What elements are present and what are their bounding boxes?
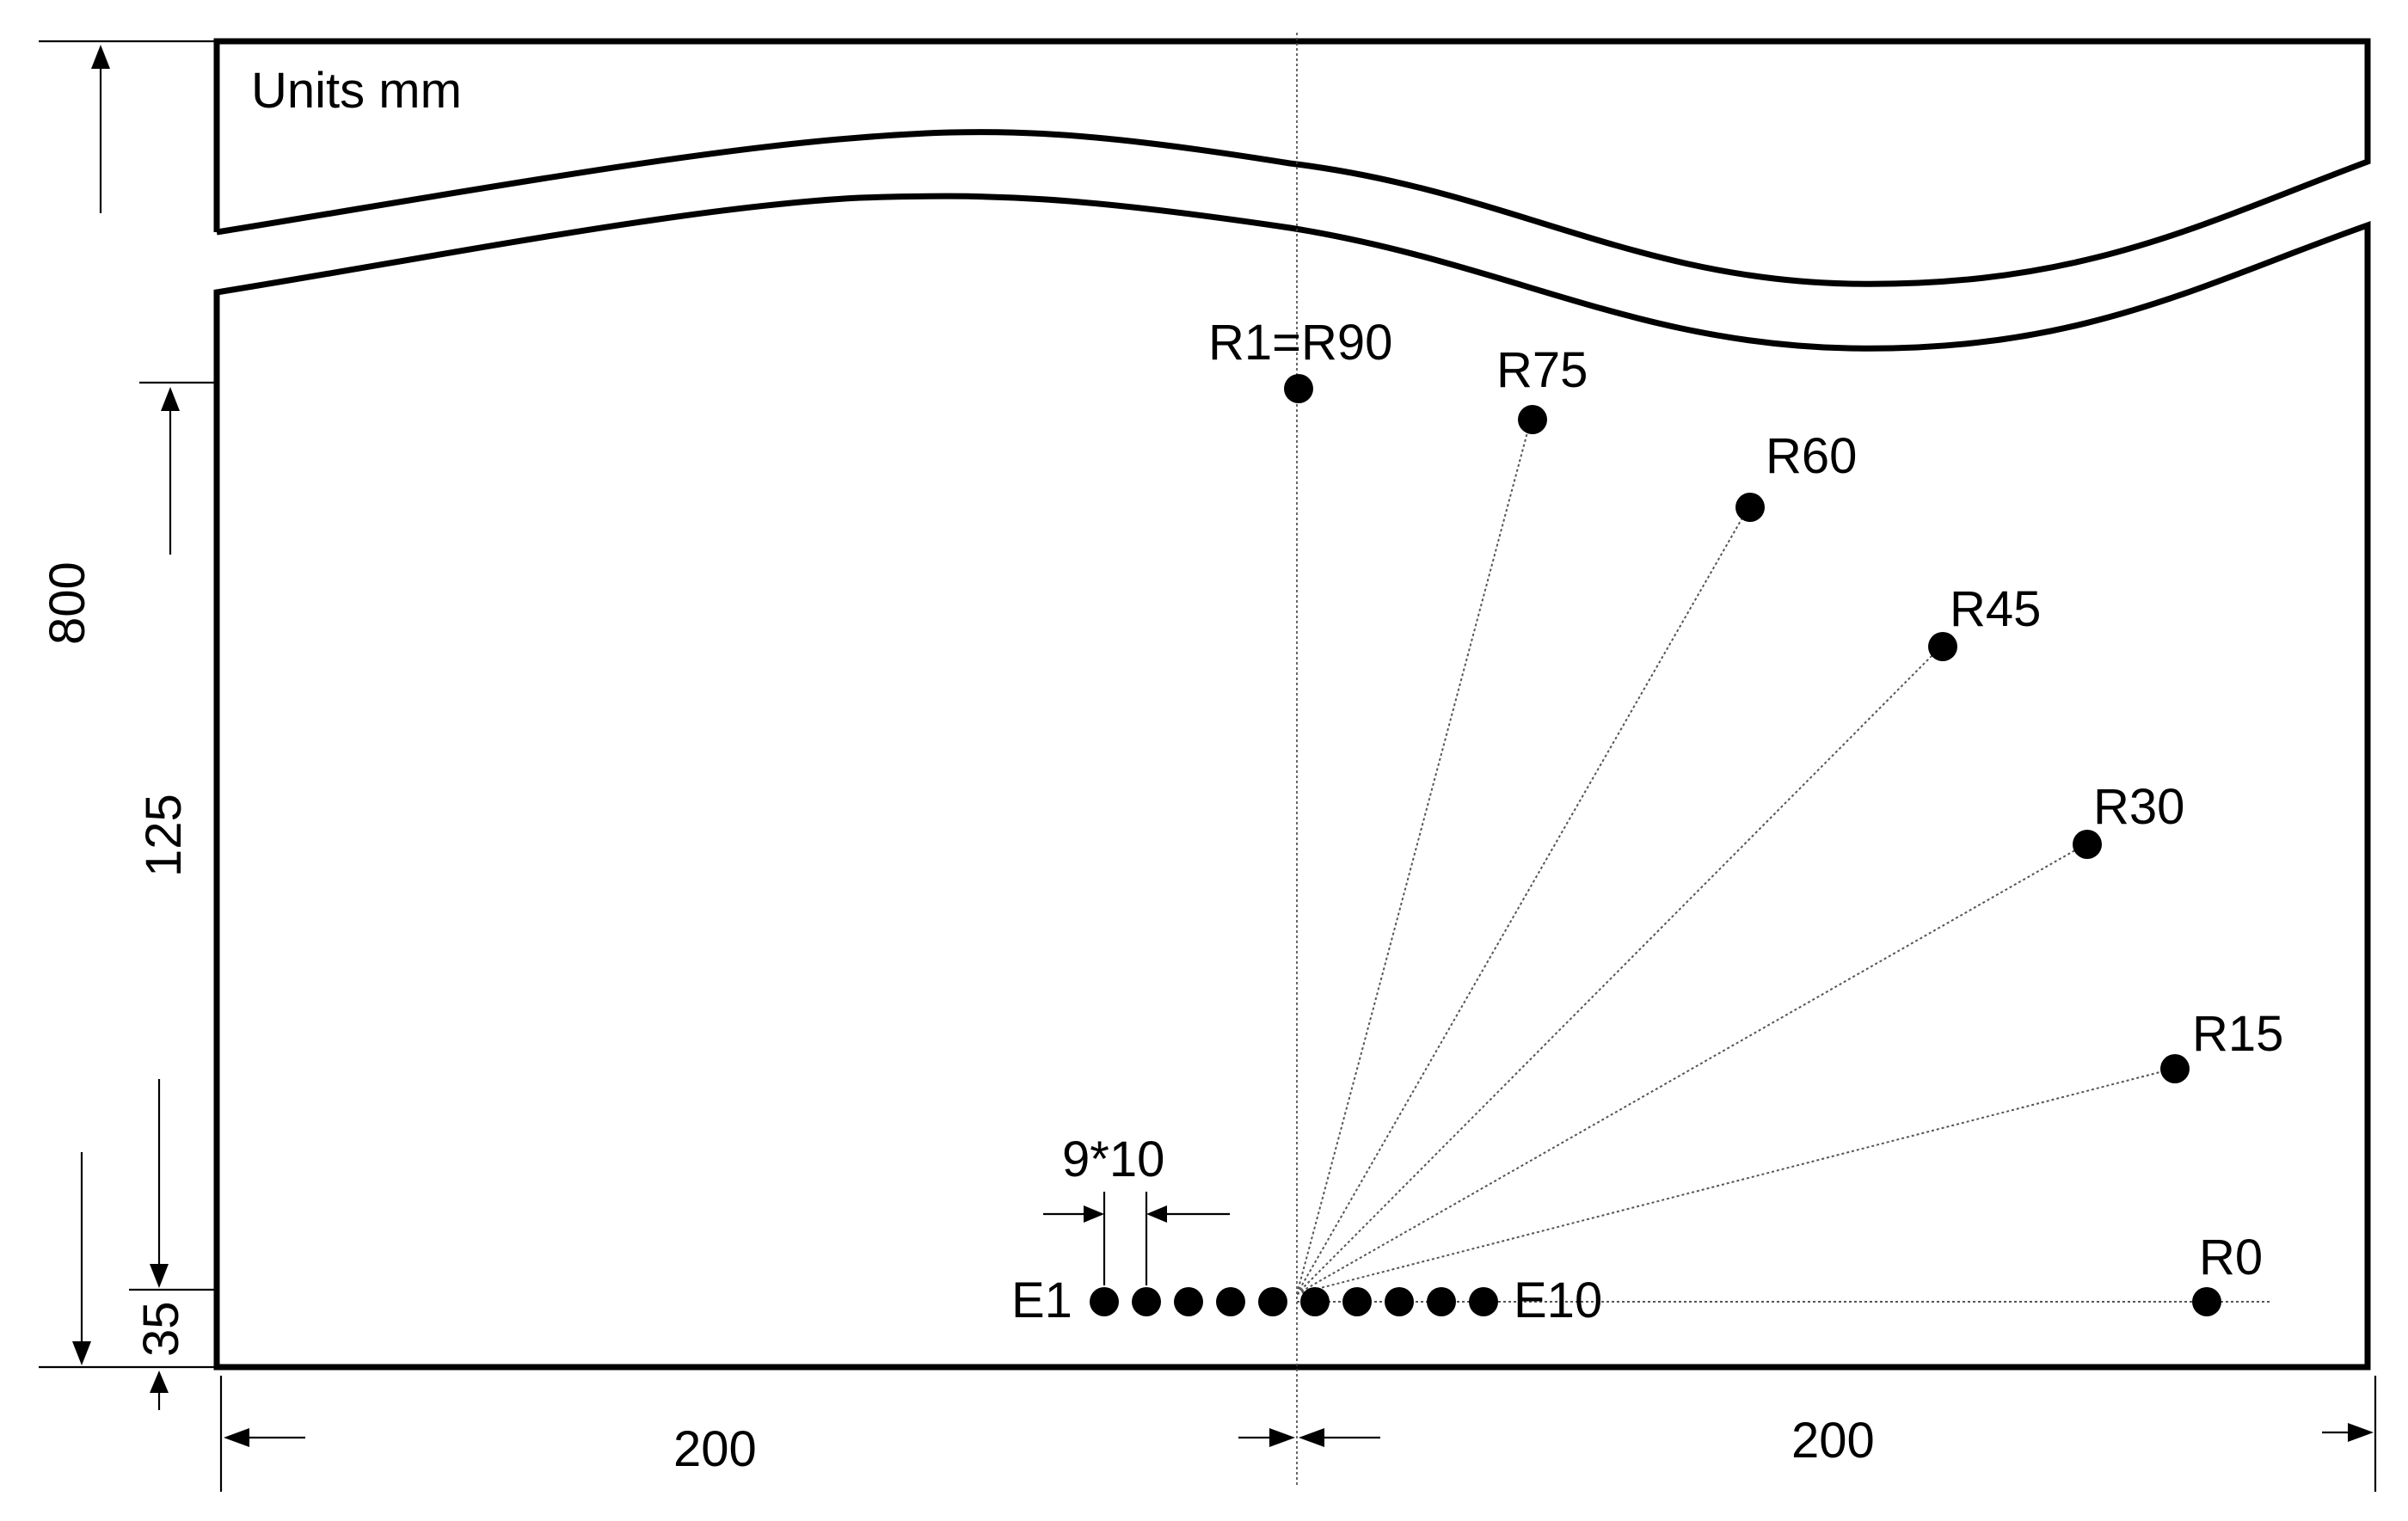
dim-800-arrowhead xyxy=(91,45,110,69)
label-e10: E10 xyxy=(1514,1273,1602,1328)
label-r0: R0 xyxy=(2199,1230,2263,1285)
dim-35-arrowhead xyxy=(150,1371,169,1393)
tank-top-section xyxy=(213,38,2371,287)
dim-800-label: 800 xyxy=(40,561,95,645)
label-r15: R15 xyxy=(2192,1006,2283,1062)
tank-bottom-section xyxy=(213,193,2371,1371)
dim-200-right-arrowhead xyxy=(2348,1423,2374,1442)
dim-center-left-arrowhead xyxy=(1269,1428,1295,1447)
receiver-r15 xyxy=(2160,1054,2190,1083)
label-r90: R1=R90 xyxy=(1208,315,1392,371)
label-r60: R60 xyxy=(1766,428,1857,484)
electrode-10 xyxy=(1469,1287,1498,1316)
ray-r60 xyxy=(1296,506,1749,1295)
dim-200-left-label: 200 xyxy=(673,1421,757,1477)
spacing-arrowhead-right xyxy=(1146,1205,1167,1223)
receiver-r45 xyxy=(1928,632,1957,661)
receiver-r90 xyxy=(1284,374,1313,403)
dim-125-down-arrowhead xyxy=(150,1264,169,1288)
units-label: Units mm xyxy=(251,63,462,119)
receiver-r60 xyxy=(1735,493,1765,522)
dim-125-arrowhead xyxy=(161,387,180,411)
electrode-1 xyxy=(1090,1287,1119,1316)
ray-r45 xyxy=(1296,646,1942,1295)
receiver-rays xyxy=(1296,419,2270,1303)
dim-200-right-label: 200 xyxy=(1791,1413,1875,1469)
electrode-7 xyxy=(1342,1287,1372,1316)
label-r30: R30 xyxy=(2093,779,2184,835)
dim-125-label: 125 xyxy=(136,794,192,877)
spacing-label: 9*10 xyxy=(1062,1132,1164,1187)
electrode-6 xyxy=(1300,1287,1330,1316)
electrode-8 xyxy=(1385,1287,1414,1316)
bottom-horizontal-dimensions: 200 200 xyxy=(219,1376,2377,1492)
left-vertical-dimensions: 800 125 35 xyxy=(39,40,217,1410)
dim-200-left-arrowhead xyxy=(224,1428,249,1447)
ray-r15 xyxy=(1296,1068,2174,1295)
spacing-arrowhead-left xyxy=(1084,1205,1104,1223)
label-r75: R75 xyxy=(1496,342,1588,398)
electrode-5 xyxy=(1258,1287,1287,1316)
dim-center-right-arrowhead xyxy=(1299,1428,1324,1447)
electrode-9 xyxy=(1427,1287,1456,1316)
dim-800-down-arrowhead xyxy=(72,1341,91,1365)
dim-35-label: 35 xyxy=(133,1301,189,1357)
receiver-points xyxy=(1284,374,2221,1316)
ray-r30 xyxy=(1296,843,2086,1295)
electrode-4 xyxy=(1216,1287,1245,1316)
ray-r75 xyxy=(1296,419,1532,1295)
receiver-labels: R1=R90 R75 R60 R45 R30 R15 R0 xyxy=(1208,315,2283,1285)
electrode-3 xyxy=(1174,1287,1203,1316)
electrode-array xyxy=(1090,1287,1498,1316)
label-e1: E1 xyxy=(1011,1273,1072,1328)
electrode-spacing-dimension: 9*10 xyxy=(1043,1132,1230,1285)
label-r45: R45 xyxy=(1950,581,2041,637)
electrode-2 xyxy=(1132,1287,1161,1316)
receiver-r30 xyxy=(2073,830,2102,859)
receiver-r75 xyxy=(1518,405,1547,434)
receiver-r0 xyxy=(2192,1287,2221,1316)
tank-outline xyxy=(213,38,2371,1371)
